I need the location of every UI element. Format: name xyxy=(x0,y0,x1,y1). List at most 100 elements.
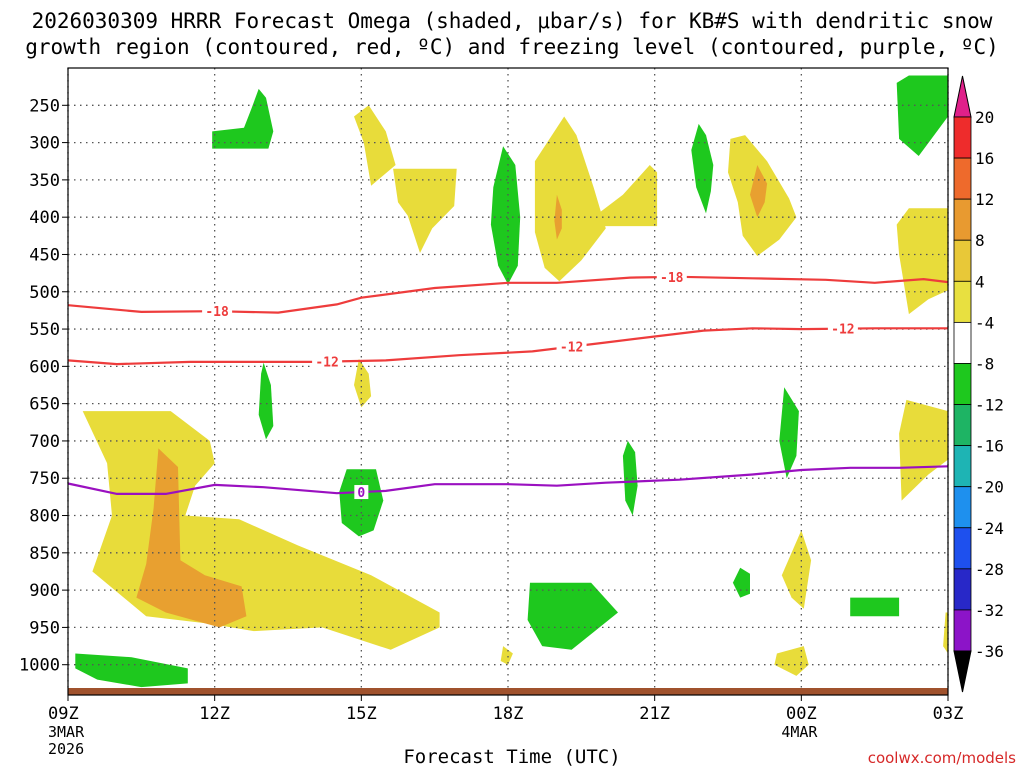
y-tick-label-450: 450 xyxy=(29,245,60,265)
chart-title-line2: growth region (contoured, red, ºC) and f… xyxy=(25,35,999,59)
x-tick-label-12Z: 12Z xyxy=(199,704,230,724)
x-tick-year: 2026 xyxy=(48,740,84,758)
omega-region-10 xyxy=(896,75,948,156)
axis-layer: 250 300 350 400 450 500 550 600 650 700 750 800 850 9… xyxy=(19,67,964,758)
contour-label-bg xyxy=(354,485,369,500)
colorbar-band-7 xyxy=(953,404,972,447)
omega-region-3 xyxy=(490,146,521,285)
y-tick-label-350: 350 xyxy=(29,171,60,191)
y-tick-label-1000: 1000 xyxy=(19,656,60,676)
omega-region-4 xyxy=(534,116,606,282)
chart-title: 2026030309 HRRR Forecast Omega (shaded, … xyxy=(0,8,1024,60)
y-tick-label-750: 750 xyxy=(29,469,60,489)
colorbar-band-10 xyxy=(953,527,972,570)
y-tick-label-850: 850 xyxy=(29,544,60,564)
omega-region-19 xyxy=(899,399,948,501)
contour-layer: -18 -18 -12 -12 -12 0 xyxy=(67,269,949,501)
colorbar-band-0 xyxy=(953,116,972,159)
omega-region-0 xyxy=(212,88,274,149)
x-tick-label-21Z: 21Z xyxy=(639,704,670,724)
colorbar-band-12 xyxy=(953,609,972,652)
colorbar-label--12: -12 xyxy=(975,396,1004,415)
contour-label--12-2: -12 xyxy=(831,323,854,338)
colorbar-label--24: -24 xyxy=(975,519,1004,538)
contour-label-0-0: 0 xyxy=(357,486,365,501)
omega-region-24 xyxy=(850,597,900,617)
omega-region-5 xyxy=(554,194,562,240)
colorbar-top-triangle xyxy=(953,75,972,118)
y-tick-label-550: 550 xyxy=(29,320,60,340)
x-tick-date-4MAR: 4MAR xyxy=(781,723,818,741)
y-tick-label-800: 800 xyxy=(29,507,60,527)
contour-line--18 xyxy=(67,275,949,314)
chart-title-line1: 2026030309 HRRR Forecast Omega (shaded, … xyxy=(31,9,993,33)
contour-label-bg xyxy=(202,304,233,319)
colorbar-band-4 xyxy=(953,280,972,323)
y-tick-label-600: 600 xyxy=(29,357,60,377)
y-tick-label-650: 650 xyxy=(29,395,60,415)
contour-label-bg xyxy=(827,321,858,336)
omega-region-11 xyxy=(896,208,948,315)
colorbar-label--32: -32 xyxy=(975,601,1004,620)
omega-region-22 xyxy=(527,582,618,650)
colorbar-label--16: -16 xyxy=(975,437,1004,456)
colorbar-label--4: -4 xyxy=(975,313,994,332)
omega-region-16 xyxy=(339,469,384,537)
omega-region-18 xyxy=(779,387,799,479)
omega-region-12 xyxy=(258,362,274,440)
y-tick-label-400: 400 xyxy=(29,208,60,228)
contour-label-bg xyxy=(656,269,687,284)
colorbar-band-6 xyxy=(953,363,972,405)
x-tick-label-18Z: 18Z xyxy=(493,704,524,724)
contour-label--18-1: -18 xyxy=(660,271,684,286)
x-tick-label-03Z: 03Z xyxy=(933,704,964,724)
colorbar-label--36: -36 xyxy=(975,642,1004,661)
y-tick-label-300: 300 xyxy=(29,134,60,154)
y-tick-label-900: 900 xyxy=(29,581,60,601)
colorbar-bottom-triangle xyxy=(953,650,972,693)
colorbar-band-8 xyxy=(953,445,972,488)
omega-region-13 xyxy=(354,358,372,408)
contour-label-bg xyxy=(556,339,587,354)
contour-label--18-0: -18 xyxy=(205,305,229,320)
colorbar-band-2 xyxy=(953,198,972,241)
contour-line-0 xyxy=(67,465,949,495)
terrain-band xyxy=(68,688,948,695)
x-tick-label-09Z: 09Z xyxy=(48,704,79,724)
omega-region-26 xyxy=(75,653,188,688)
colorbar-label--8: -8 xyxy=(975,354,994,373)
omega-region-21 xyxy=(774,646,809,676)
colorbar-label-16: 16 xyxy=(975,149,994,168)
colorbar-label--28: -28 xyxy=(975,560,1004,579)
colorbar-label--20: -20 xyxy=(975,478,1004,497)
omega-region-9 xyxy=(750,165,768,218)
contour-label--12-0: -12 xyxy=(315,356,338,371)
omega-region-2 xyxy=(393,168,457,253)
colorbar-band-9 xyxy=(953,486,972,529)
colorbar-band-5 xyxy=(953,321,972,364)
omega-region-14 xyxy=(82,411,440,650)
contour-label--12-1: -12 xyxy=(560,341,583,356)
colorbar-label-12: 12 xyxy=(975,190,994,209)
omega-region-25 xyxy=(943,612,948,654)
y-tick-label-500: 500 xyxy=(29,283,60,303)
y-tick-label-250: 250 xyxy=(29,96,60,116)
y-tick-label-950: 950 xyxy=(29,618,60,638)
omega-region-1 xyxy=(354,105,396,186)
x-axis-label: Forecast Time (UTC) xyxy=(403,746,621,768)
omega-region-17 xyxy=(622,440,638,516)
omega-region-27 xyxy=(500,646,513,665)
omega-region-7 xyxy=(691,123,714,214)
x-tick-label-00Z: 00Z xyxy=(786,704,817,724)
omega-region-23 xyxy=(732,567,750,598)
omega-region-6 xyxy=(598,165,658,227)
colorbar-label-20: 20 xyxy=(975,108,994,127)
colorbar-label-8: 8 xyxy=(975,231,985,250)
x-tick-date-3MAR: 3MAR xyxy=(48,723,85,741)
x-tick-label-15Z: 15Z xyxy=(346,704,377,724)
colorbar-band-11 xyxy=(953,568,972,611)
colorbar: 20 16 12 8 4 -4 -8 -12 -16 -20 -24 -28 -32 -36 xyxy=(953,75,1004,693)
colorbar-band-1 xyxy=(953,157,972,200)
credit-link[interactable]: coolwx.com/models xyxy=(867,749,1016,767)
